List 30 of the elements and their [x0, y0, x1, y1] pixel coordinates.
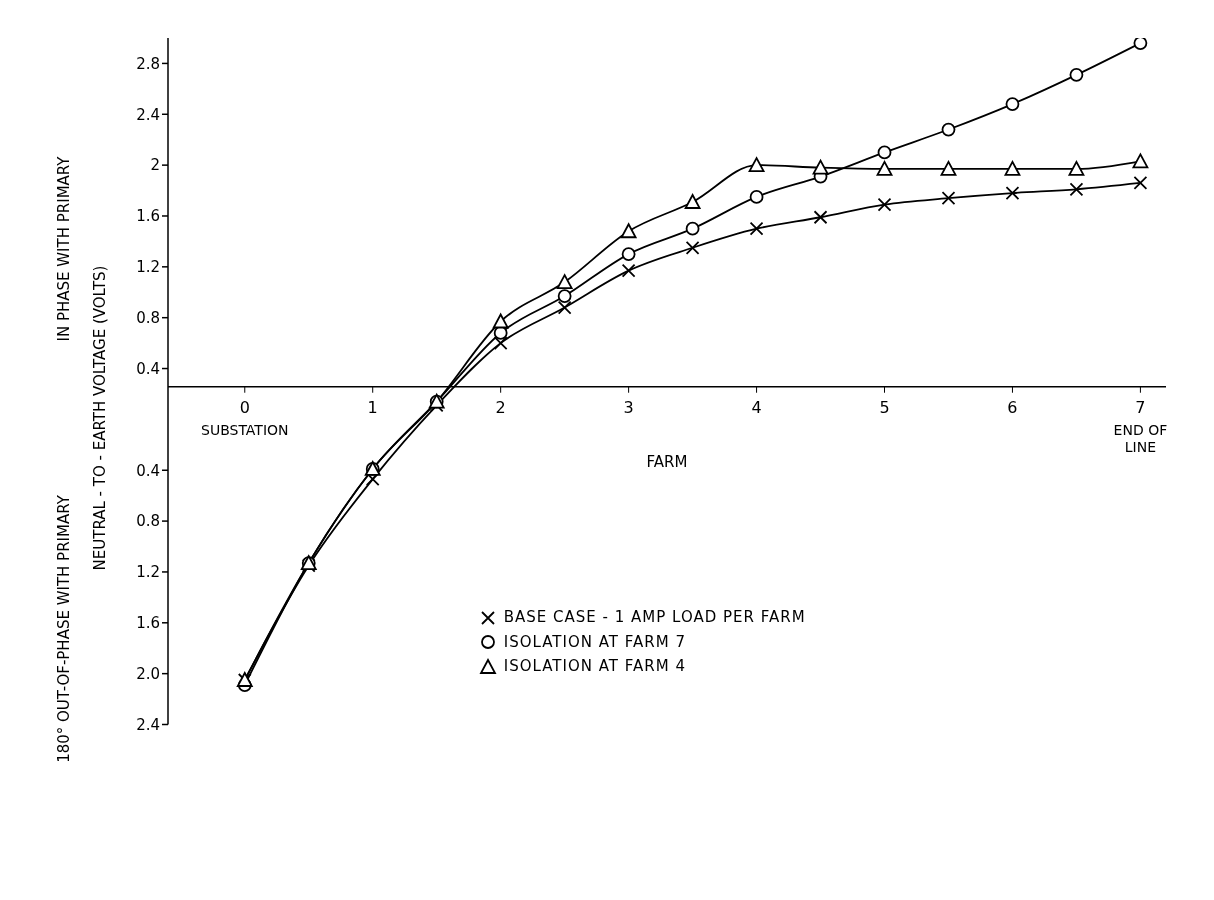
annotation: SUBSTATION: [201, 421, 289, 438]
x-tick-label: 1: [367, 397, 378, 417]
x-tick-label: 2: [495, 397, 506, 417]
y-tick-label: 0.4: [136, 461, 160, 480]
y-tick-label: 0.8: [136, 309, 160, 328]
x-tick-label: 3: [623, 397, 634, 417]
x-tick-label: 4: [751, 397, 762, 417]
y-tick-label: 2.4: [136, 105, 160, 124]
y-tick-label: 1.6: [136, 207, 160, 226]
y-tick-label: 2: [150, 156, 160, 175]
y-tick-label: 0.8: [136, 512, 160, 531]
y-tick-label: 1.6: [136, 614, 160, 633]
y-tick-label: 2.0: [136, 664, 160, 683]
y-tick-label: 2.8: [136, 54, 160, 73]
text: 180° OUT-OF-PHASE WITH PRIMARY: [55, 495, 73, 763]
text: IN PHASE WITH PRIMARY: [55, 156, 73, 342]
x-tick-label: 5: [879, 397, 890, 417]
y-tick-label: 1.2: [136, 258, 160, 277]
annotation: END OF LINE: [1113, 421, 1168, 455]
x-axis-title: FARM: [646, 452, 688, 471]
y-axis-title: NEUTRAL - TO - EARTH VOLTAGE (VOLTS): [91, 265, 109, 571]
x-tick-label: 6: [1007, 397, 1018, 417]
legend-label: ISOLATION AT FARM 4: [503, 657, 686, 675]
y-tick-label: 2.4: [136, 715, 160, 734]
y-tick-label: 0.4: [136, 359, 160, 378]
legend-label: BASE CASE - 1 AMP LOAD PER FARM: [503, 608, 806, 626]
x-tick-label: 7: [1135, 397, 1146, 417]
legend-label: ISOLATION AT FARM 7: [503, 632, 686, 651]
x-tick-label: 0: [239, 397, 250, 417]
y-tick-label: 1.2: [136, 563, 160, 582]
